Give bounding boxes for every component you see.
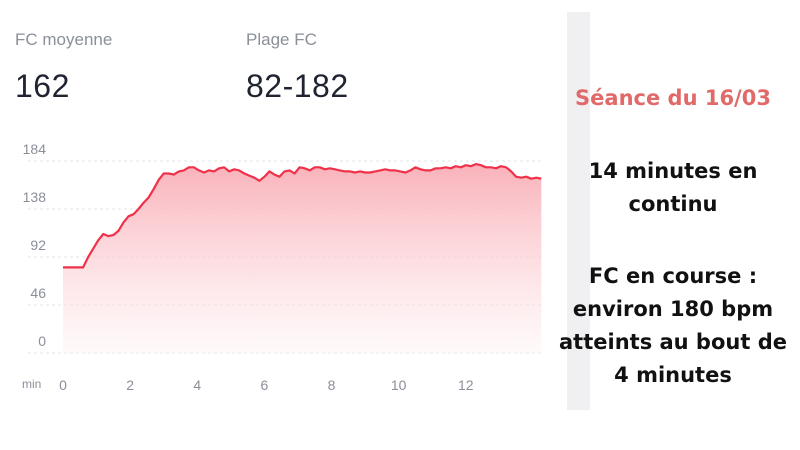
note-line: 4 minutes [614, 363, 732, 387]
y-tick-label: 0 [38, 333, 46, 349]
x-tick-label: 10 [391, 377, 407, 393]
note-line: 14 minutes en [588, 159, 758, 183]
x-axis-unit-label: min [22, 377, 41, 391]
session-title: Séance du 16/03 [575, 86, 771, 110]
stat-average-hr-value: 162 [15, 68, 70, 104]
y-tick-label: 46 [30, 285, 46, 301]
y-tick-label: 92 [30, 237, 46, 253]
stat-hr-range: Plage FC 82-182 [246, 30, 349, 105]
stat-average-hr: FC moyenne 162 [15, 30, 112, 105]
note-line: continu [628, 192, 718, 216]
stat-average-hr-label: FC moyenne [15, 30, 113, 49]
x-tick-label: 4 [193, 377, 201, 393]
x-tick-label: 6 [261, 377, 269, 393]
x-tick-label: 0 [59, 377, 67, 393]
heart-rate-line [63, 163, 542, 269]
stat-hr-range-value: 82-182 [246, 68, 349, 104]
x-tick-label: 2 [126, 377, 134, 393]
stat-hr-range-label: Plage FC [246, 30, 317, 49]
y-axis-ticks: 0 46 92 138 184 [23, 141, 47, 349]
note-line: environ 180 bpm [572, 297, 774, 321]
note-line: atteints au bout de [559, 330, 787, 354]
divider [567, 12, 590, 410]
session-duration-note: 14 minutes en continu [546, 155, 800, 221]
x-axis-ticks: 0 2 4 6 8 10 12 [59, 377, 474, 393]
x-tick-label: 12 [458, 377, 474, 393]
heart-rate-area [63, 164, 542, 353]
y-tick-label: 138 [23, 189, 47, 205]
y-tick-label: 184 [23, 141, 47, 157]
note-line: FC en course : [588, 264, 758, 288]
session-hr-note: FC en course : environ 180 bpm atteints … [546, 260, 800, 392]
x-tick-label: 8 [328, 377, 336, 393]
